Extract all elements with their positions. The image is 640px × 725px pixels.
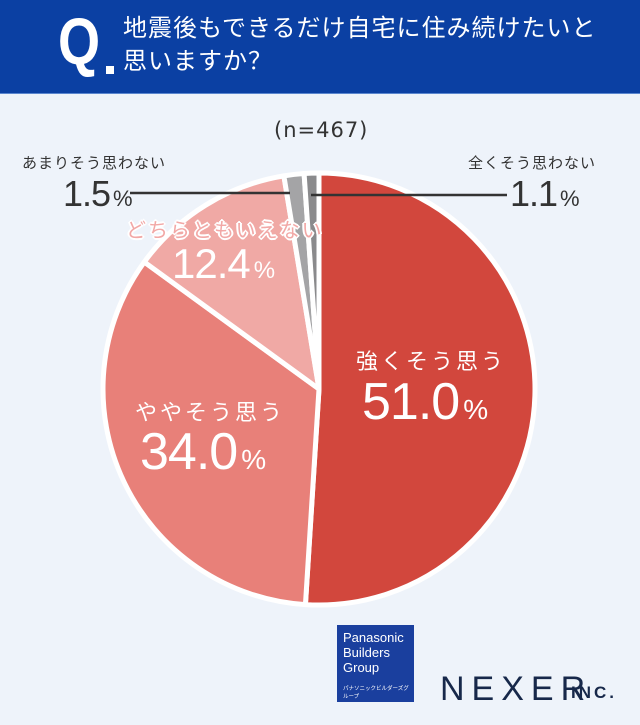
slice-neutral <box>141 173 322 392</box>
pct-strongly-disagree: 1.1% <box>510 173 580 214</box>
slice-strongly-disagree <box>301 170 322 392</box>
question-header: Q 地震後もできるだけ自宅に住み続けたいと 思いますか？ <box>0 0 640 94</box>
pct-neutral: 12.4% <box>172 240 275 287</box>
pct-somewhat-disagree: 1.5% <box>63 173 133 214</box>
q-dot <box>106 66 114 74</box>
nexer-logo: NEXER <box>440 670 593 708</box>
panasonic-builders-group-logo: Panasonic Builders Group パナソニックビルダーズグループ <box>337 625 414 702</box>
slice-somewhat-agree <box>100 259 322 608</box>
question-line-1: 地震後もできるだけ自宅に住み続けたいと <box>123 14 597 42</box>
sample-size: (n=467) <box>274 118 369 142</box>
nexer-inc: INC. <box>571 683 617 702</box>
question-line-2: 思いますか？ <box>123 47 273 75</box>
label-somewhat-disagree: あまりそう思わない <box>22 154 167 172</box>
label-neutral: どちらともいえない <box>126 218 324 242</box>
q-mark: Q <box>58 4 100 78</box>
label-strongly-disagree: 全くそう思わない <box>468 154 597 172</box>
pct-strongly-agree: 51.0% <box>362 373 488 431</box>
question-text: 地震後もできるだけ自宅に住み続けたいと 思いますか？ <box>123 12 623 78</box>
label-strongly-agree: 強くそう思う <box>356 350 507 375</box>
pct-somewhat-agree: 34.0% <box>140 423 266 481</box>
label-somewhat-agree: ややそう思う <box>135 401 286 426</box>
